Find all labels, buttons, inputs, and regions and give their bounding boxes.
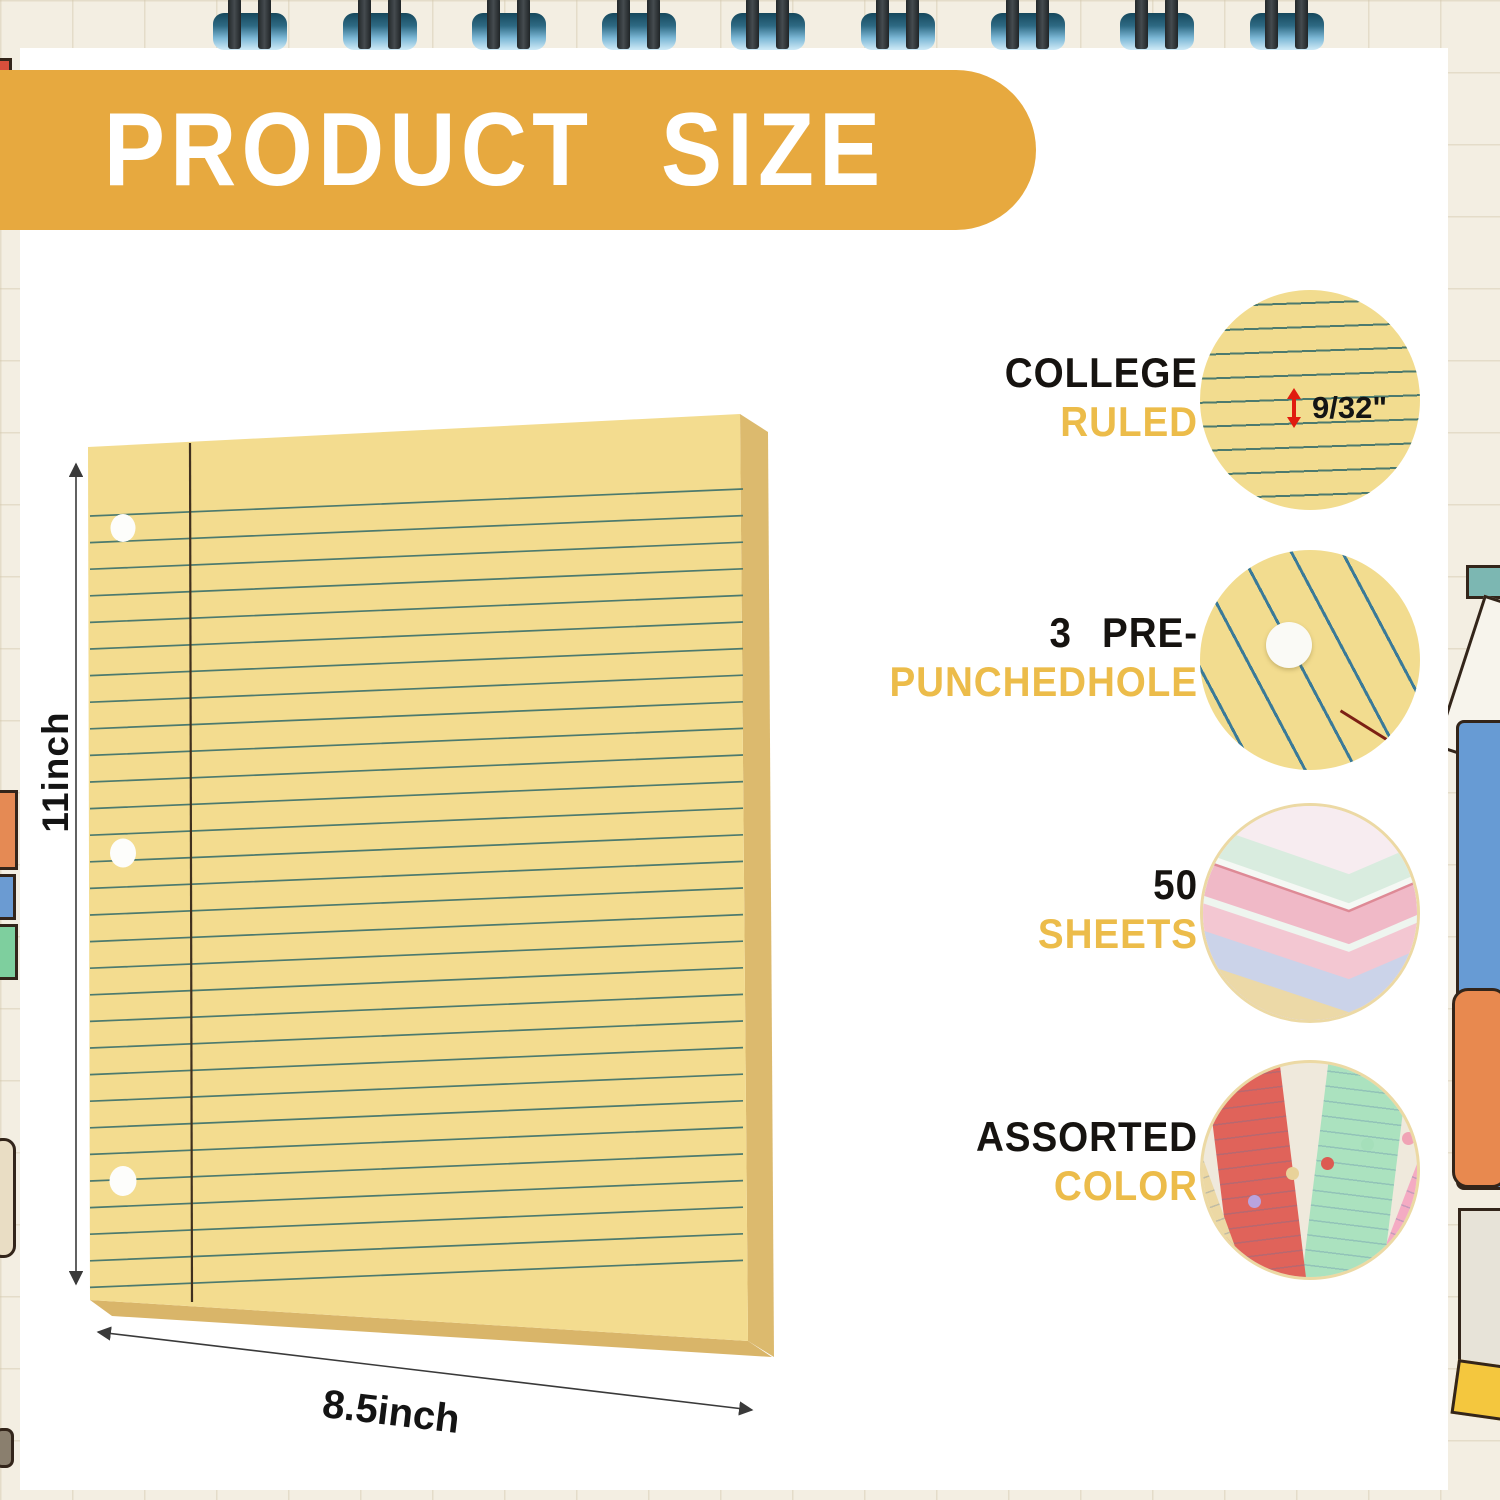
callout-line1: COLLEGE: [1004, 349, 1198, 396]
punch-hole-dot: [1286, 1167, 1299, 1180]
sheet-stack-detail-circle: [1200, 803, 1420, 1023]
callout-college-ruled-label: COLLEGE RULED: [720, 348, 1198, 446]
callout-line2: COLOR: [1053, 1162, 1198, 1209]
binder-coil-icon: [731, 0, 805, 52]
punch-hole-dot: [1248, 1195, 1261, 1208]
callout-line2: RULED: [1060, 398, 1198, 445]
page-title: PRODUCT SIZE: [103, 91, 886, 208]
background-doodles-right: [1448, 48, 1500, 1490]
banner: PRODUCT SIZE: [0, 70, 1036, 230]
callout-punched-hole-label: 3 PRE- PUNCHEDHOLE: [720, 608, 1198, 706]
binder-coil-icon: [343, 0, 417, 52]
height-dimension-label: 11inch: [35, 711, 76, 833]
punch-hole-dot: [1361, 1138, 1374, 1151]
book-doodle-icon: [0, 874, 16, 920]
punch-hole-dot: [1402, 1132, 1415, 1145]
callout-sheet-count-label: 50 SHEETS: [720, 860, 1198, 958]
binder-coil-icon: [1250, 0, 1324, 52]
binder-coil-icon: [602, 0, 676, 52]
line-spacing-value: 9/32": [1312, 390, 1388, 425]
sheet-stack-illustration: [1203, 806, 1417, 1020]
doodle-shape: [1466, 565, 1500, 599]
punched-hole-detail-circle: [1200, 550, 1420, 770]
college-ruled-detail-circle: 9/32": [1200, 290, 1420, 510]
diagonal-ruled-lines: [1200, 550, 1420, 770]
doodle-shape: [0, 1428, 14, 1468]
line-spacing-annotation: 9/32": [1286, 388, 1387, 428]
punched-hole-detail: [1266, 622, 1312, 668]
binder-coil-icon: [991, 0, 1065, 52]
binder-coil-icon: [1120, 0, 1194, 52]
callout-line1: ASSORTED: [975, 1113, 1198, 1160]
book-doodle-icon: [0, 790, 18, 870]
callout-line1: 3 PRE-: [1049, 609, 1198, 656]
book-doodle-icon: [0, 924, 18, 980]
callout-line2: SHEETS: [1037, 910, 1198, 957]
callout-line2: PUNCHEDHOLE: [889, 658, 1198, 705]
backpack-pocket-doodle-icon: [1452, 988, 1500, 1188]
binder-coil-icon: [213, 0, 287, 52]
callout-assorted-color-label: ASSORTED COLOR: [720, 1112, 1198, 1210]
pencil-doodle-icon: [1450, 1359, 1500, 1422]
punch-hole-dot: [1321, 1157, 1334, 1170]
vertical-spacing-arrow-icon: [1287, 388, 1301, 428]
callout-line1: 50: [1153, 861, 1198, 908]
binder-coil-icon: [472, 0, 546, 52]
binder-coil-icon: [861, 0, 935, 52]
assorted-color-detail-circle: [1200, 1060, 1420, 1280]
doodle-shape: [0, 1138, 16, 1258]
